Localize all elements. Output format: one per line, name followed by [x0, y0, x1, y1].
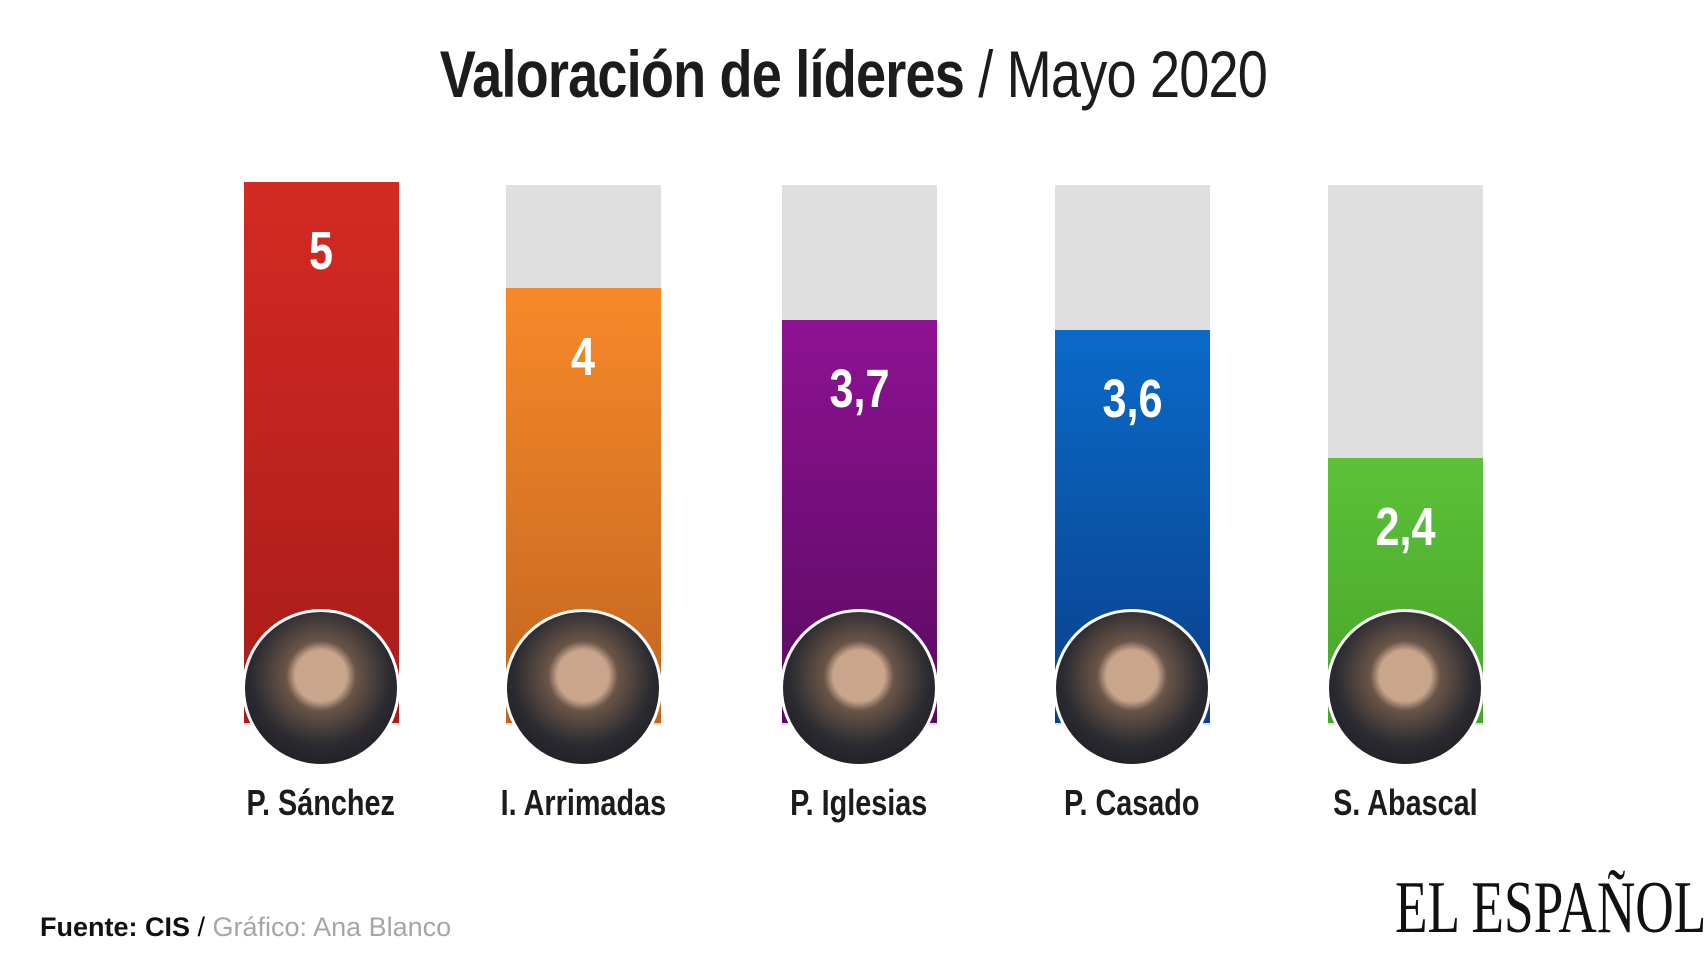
leader-photo	[780, 609, 938, 767]
data-label-text: 3,7	[829, 358, 890, 419]
category-label-text: P. Sánchez	[246, 782, 396, 823]
leader-photo	[1326, 609, 1484, 767]
leader-photo	[242, 609, 400, 767]
data-label: 4	[506, 326, 661, 388]
data-label-text: 3,6	[1102, 369, 1163, 430]
data-label: 3,7	[782, 358, 937, 420]
data-label: 2,4	[1328, 496, 1483, 558]
data-label-text: 5	[309, 221, 334, 281]
title-separator: /	[963, 37, 1007, 111]
data-label: 3,6	[1055, 368, 1210, 430]
category-label-text: S. Abascal	[1332, 782, 1478, 823]
chart-title: Valoración de líderes / Mayo 2020	[0, 36, 1706, 112]
credit-text: Gráfico: Ana Blanco	[212, 912, 452, 942]
category-label-text: I. Arrimadas	[500, 782, 666, 823]
category-label: I. Arrimadas	[453, 782, 713, 824]
title-main: Valoración de líderes	[439, 37, 964, 111]
category-label: P. Iglesias	[729, 782, 989, 824]
category-label: P. Casado	[1002, 782, 1262, 824]
footer-separator: /	[190, 912, 213, 942]
data-label: 5	[244, 220, 399, 282]
category-label: S. Abascal	[1275, 782, 1535, 824]
data-label-text: 2,4	[1375, 496, 1436, 557]
leader-photo	[1053, 609, 1211, 767]
leader-photo	[504, 609, 662, 767]
footer: Fuente: CIS / Gráfico: Ana Blanco	[40, 912, 451, 943]
title-subtitle: Mayo 2020	[1006, 37, 1267, 111]
category-label-text: P. Casado	[1064, 782, 1200, 823]
data-label-text: 4	[571, 327, 596, 387]
category-label-text: P. Iglesias	[790, 782, 928, 823]
category-label: P. Sánchez	[191, 782, 451, 824]
source-text: Fuente: CIS	[40, 912, 191, 942]
logo-text: EL ESPAÑOL	[1395, 867, 1706, 949]
el-espanol-logo: EL ESPAÑOL	[1395, 871, 1706, 945]
